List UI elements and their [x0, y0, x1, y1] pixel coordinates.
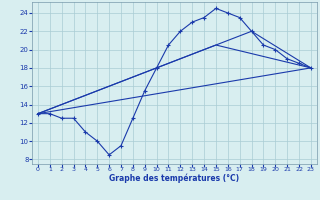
X-axis label: Graphe des températures (°C): Graphe des températures (°C): [109, 174, 239, 183]
